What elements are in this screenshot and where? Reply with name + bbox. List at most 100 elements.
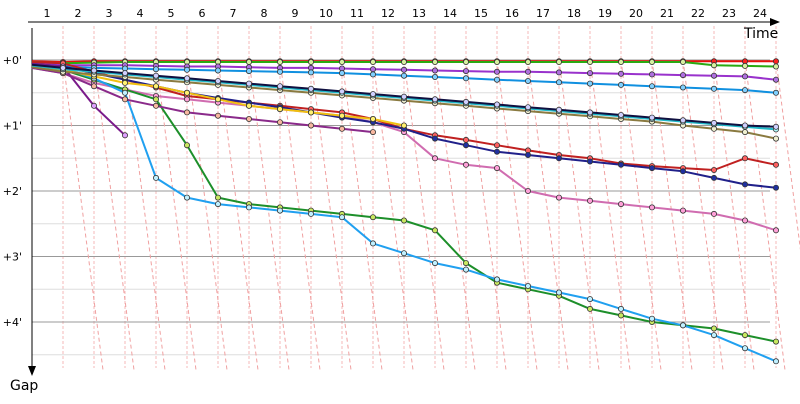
lap-diagonal xyxy=(372,59,414,371)
data-point xyxy=(525,282,532,289)
x-tick-label: 23 xyxy=(722,7,736,20)
data-point xyxy=(493,101,500,108)
y-tick-label: +4' xyxy=(3,316,22,329)
data-point xyxy=(431,227,438,234)
data-point xyxy=(773,358,780,365)
data-point xyxy=(773,123,780,130)
data-point xyxy=(338,214,345,221)
x-tick-label: 18 xyxy=(567,7,581,20)
x-tick-label: 11 xyxy=(350,7,364,20)
x-tick-label: 3 xyxy=(106,7,113,20)
data-point xyxy=(276,83,283,90)
data-point xyxy=(556,79,563,86)
x-tick-label: 5 xyxy=(168,7,175,20)
data-point xyxy=(369,71,376,78)
lap-diagonal xyxy=(434,59,476,371)
data-point xyxy=(276,119,283,126)
data-point xyxy=(462,98,469,105)
data-point xyxy=(587,197,594,204)
data-point xyxy=(214,201,221,208)
data-point xyxy=(369,91,376,98)
lap-diagonal xyxy=(62,59,104,371)
x-tick-label: 8 xyxy=(261,7,268,20)
data-point xyxy=(649,83,656,90)
lap-diagonal xyxy=(527,59,569,371)
data-point xyxy=(245,68,252,75)
x-tick-label: 12 xyxy=(381,7,395,20)
data-point xyxy=(587,80,594,87)
data-point xyxy=(214,67,221,74)
data-point xyxy=(618,59,625,66)
data-point xyxy=(711,174,718,181)
data-point xyxy=(556,155,563,162)
data-point xyxy=(649,71,656,78)
lap-diagonal xyxy=(651,59,693,371)
lap-diagonal xyxy=(465,59,507,371)
lap-diagonal xyxy=(744,59,786,371)
data-point xyxy=(587,158,594,165)
data-point xyxy=(493,142,500,149)
data-point xyxy=(152,72,159,79)
data-point xyxy=(711,210,718,217)
data-point xyxy=(152,96,159,103)
data-point xyxy=(122,132,129,139)
data-point xyxy=(152,66,159,73)
data-point xyxy=(649,165,656,172)
lap-diagonal xyxy=(713,59,755,371)
data-point xyxy=(369,240,376,247)
data-point xyxy=(649,59,656,66)
x-tick-label: 4 xyxy=(137,7,144,20)
x-tick-label: 22 xyxy=(691,7,705,20)
data-point xyxy=(773,89,780,96)
x-tick-label: 19 xyxy=(598,7,612,20)
data-point xyxy=(556,59,563,66)
data-point xyxy=(711,72,718,79)
data-point xyxy=(431,96,438,103)
data-point xyxy=(214,96,221,103)
data-point xyxy=(711,166,718,173)
y-tick-label: +2' xyxy=(3,185,22,198)
data-point xyxy=(431,260,438,267)
data-point xyxy=(462,59,469,66)
data-point xyxy=(493,59,500,66)
data-point xyxy=(462,161,469,168)
data-point xyxy=(245,80,252,87)
data-point xyxy=(369,66,376,73)
axes xyxy=(28,18,780,376)
data-point xyxy=(276,207,283,214)
data-point xyxy=(556,69,563,76)
data-point xyxy=(649,204,656,211)
data-point xyxy=(400,66,407,73)
data-point xyxy=(276,68,283,75)
data-point xyxy=(60,64,67,71)
x-tick-label: 10 xyxy=(319,7,333,20)
series-points xyxy=(60,58,780,365)
data-point xyxy=(525,187,532,194)
x-tick-label: 1 xyxy=(44,7,51,20)
data-point xyxy=(587,70,594,77)
x-tick-label: 7 xyxy=(230,7,237,20)
tick-labels: 1 2 3 4 5 6 7 8 9 10 11 12 13 14 15 16 17 18 19 20 21 22 23 24+… xyxy=(3,7,779,394)
data-point xyxy=(245,204,252,211)
data-point xyxy=(307,69,314,76)
data-point xyxy=(462,68,469,75)
data-point xyxy=(525,59,532,66)
series-line xyxy=(31,62,126,137)
series-line xyxy=(31,66,374,134)
data-point xyxy=(525,104,532,111)
data-point xyxy=(307,85,314,92)
data-point xyxy=(91,83,98,90)
data-point xyxy=(122,70,129,77)
data-point xyxy=(245,102,252,109)
data-point xyxy=(183,109,190,116)
data-point xyxy=(493,148,500,155)
data-point xyxy=(152,83,159,90)
x-axis-title: Time xyxy=(743,26,778,42)
data-point xyxy=(618,201,625,208)
data-point xyxy=(742,155,749,162)
data-point xyxy=(742,129,749,136)
data-point xyxy=(493,276,500,283)
data-point xyxy=(680,72,687,79)
lap-diagonal xyxy=(775,59,800,250)
